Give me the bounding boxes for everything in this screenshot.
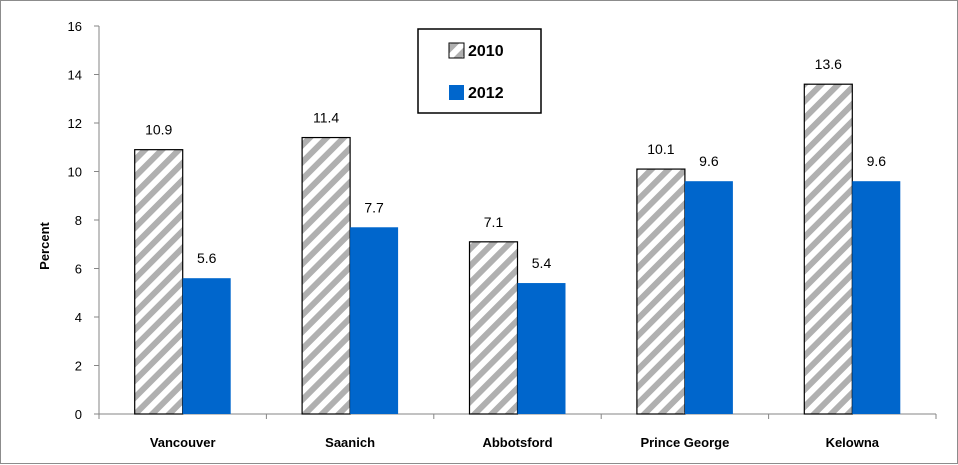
x-category-label: Vancouver: [150, 435, 216, 450]
bars: [134, 83, 901, 415]
data-label: 10.1: [647, 141, 674, 157]
x-axis: Vancouver Saanich Abbotsford Prince George K…: [98, 413, 937, 450]
bar-2010-vancouver: [134, 149, 184, 415]
bar-2012-abbotsford: [517, 283, 566, 414]
bar-2010-saanich: [301, 136, 351, 415]
y-tick-label: 12: [68, 116, 82, 131]
bar-2012-kelowna: [852, 181, 901, 414]
data-label: 7.7: [364, 199, 384, 215]
data-label: 11.4: [313, 110, 339, 126]
bar-2010-prince-george: [636, 168, 686, 415]
legend: 2010 2012: [417, 28, 542, 114]
data-label: 13.6: [815, 56, 842, 72]
bar-2012-prince-george: [684, 181, 733, 414]
y-tick-label: 14: [68, 68, 82, 83]
y-tick-label: 6: [75, 262, 82, 277]
bar-2012-saanich: [350, 227, 399, 414]
legend-swatch-2010: [448, 42, 465, 59]
bar-2010-kelowna: [803, 83, 853, 415]
x-category-label: Prince George: [640, 435, 729, 450]
y-tick-label: 0: [75, 407, 82, 422]
data-labels: 10.9 5.6 11.4 7.7 7.1 5.4 10.1 9.6 13.6 9.6: [145, 56, 886, 271]
y-axis-title: Percent: [37, 221, 52, 269]
data-label: 9.6: [867, 153, 887, 169]
x-category-label: Saanich: [325, 435, 375, 450]
bar-2012-vancouver: [182, 278, 231, 414]
legend-swatch-2012: [449, 85, 464, 100]
x-category-label: Abbotsford: [482, 435, 552, 450]
data-label: 9.6: [699, 153, 719, 169]
legend-label-2012: 2012: [468, 85, 504, 102]
legend-label-2010: 2010: [468, 43, 504, 60]
data-label: 10.9: [145, 122, 172, 138]
bar-2010-abbotsford: [468, 241, 519, 415]
data-label: 7.1: [484, 214, 504, 230]
y-tick-label: 8: [75, 213, 82, 228]
data-label: 5.4: [532, 255, 552, 271]
y-tick-label: 16: [68, 19, 82, 34]
y-tick-label: 2: [75, 359, 82, 374]
data-label: 5.6: [197, 250, 217, 266]
y-tick-label: 10: [68, 165, 82, 180]
y-tick-label: 4: [75, 310, 82, 325]
legend-box: [417, 28, 542, 114]
y-axis: 0 2 4 6 8 10 12 14 16: [68, 19, 100, 422]
x-category-label: Kelowna: [826, 435, 880, 450]
